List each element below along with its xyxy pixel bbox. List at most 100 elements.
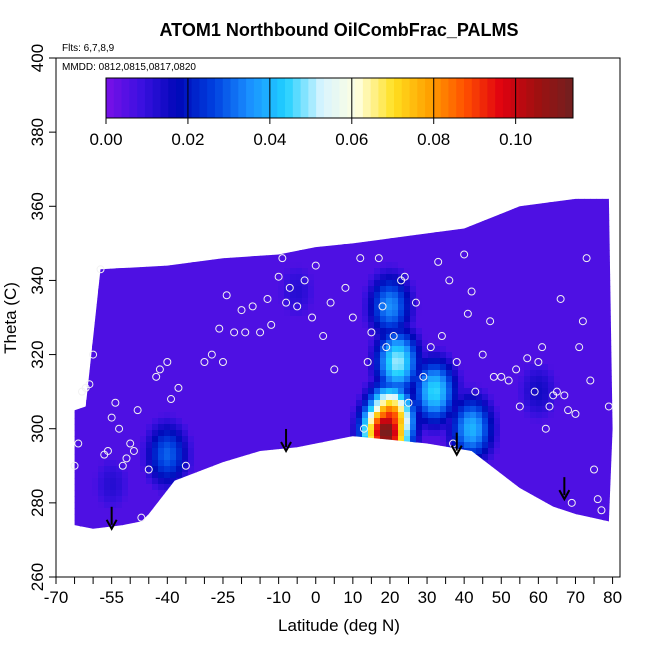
heatmap-cell	[68, 454, 75, 461]
heatmap-cell	[68, 544, 75, 551]
heatmap-cell	[332, 118, 339, 125]
heatmap-cell	[266, 442, 273, 449]
heatmap-cell	[146, 568, 153, 575]
heatmap-cell	[110, 466, 117, 473]
heatmap-cell	[122, 148, 129, 155]
heatmap-cell	[104, 214, 111, 221]
heatmap-cell	[338, 184, 345, 191]
heatmap-cell	[74, 328, 81, 335]
heatmap-cell	[98, 310, 105, 317]
heatmap-cell	[128, 508, 135, 515]
heatmap-cell	[290, 220, 297, 227]
heatmap-cell	[134, 250, 141, 257]
heatmap-cell	[110, 460, 117, 467]
heatmap-cell	[62, 310, 69, 317]
heatmap-cell	[92, 544, 99, 551]
heatmap-cell	[224, 526, 231, 529]
heatmap-cell	[350, 118, 357, 125]
heatmap-cell	[314, 472, 321, 479]
heatmap-cell	[164, 238, 171, 245]
heatmap-cell	[332, 280, 339, 287]
heatmap-cell	[116, 406, 123, 413]
heatmap-cell	[248, 154, 255, 161]
heatmap-cell	[230, 448, 237, 455]
heatmap-cell	[170, 370, 177, 377]
heatmap-cell	[368, 562, 375, 569]
heatmap-cell	[140, 562, 147, 569]
heatmap-cell	[248, 64, 255, 71]
heatmap-cell	[278, 298, 285, 305]
heatmap-cell	[134, 268, 141, 275]
heatmap-cell	[230, 394, 237, 401]
heatmap-cell	[296, 502, 303, 509]
heatmap-cell	[92, 412, 99, 419]
heatmap-cell	[224, 544, 231, 551]
heatmap-cell	[278, 394, 285, 401]
heatmap-cell	[260, 322, 267, 329]
heatmap-cell	[194, 502, 201, 509]
heatmap-cell	[380, 412, 387, 419]
heatmap-cell	[104, 394, 111, 401]
heatmap-cell	[164, 424, 171, 431]
heatmap-cell	[254, 244, 261, 251]
heatmap-cell	[302, 286, 309, 293]
heatmap-cell	[248, 316, 255, 323]
heatmap-cell	[170, 118, 177, 125]
heatmap-cell	[200, 358, 207, 365]
heatmap-cell	[392, 442, 399, 449]
heatmap-cell	[272, 202, 279, 209]
heatmap-cell	[350, 556, 357, 563]
heatmap-cell	[332, 274, 339, 281]
heatmap-cell	[146, 304, 153, 311]
heatmap-cell	[236, 298, 243, 305]
heatmap-cell	[254, 388, 261, 395]
heatmap-cell	[392, 124, 399, 131]
heatmap-cell	[158, 370, 165, 377]
heatmap-cell	[296, 316, 303, 323]
heatmap-cell	[68, 268, 75, 275]
heatmap-cell	[380, 256, 387, 263]
heatmap-cell	[338, 430, 345, 437]
heatmap-cell	[242, 502, 249, 509]
heatmap-cell	[164, 502, 171, 509]
heatmap-cell	[128, 424, 135, 431]
heatmap-cell	[128, 184, 135, 191]
heatmap-cell	[242, 232, 249, 239]
heatmap-cell	[146, 298, 153, 305]
heatmap-cell	[152, 550, 159, 557]
heatmap-cell	[278, 172, 285, 179]
heatmap-cell	[146, 454, 153, 461]
heatmap-cell	[272, 484, 279, 491]
heatmap-cell	[146, 286, 153, 293]
heatmap-cell	[392, 208, 399, 215]
heatmap-cell	[326, 124, 333, 131]
heatmap-cell	[362, 442, 369, 449]
heatmap-cell	[128, 550, 135, 557]
heatmap-cell	[158, 286, 165, 293]
heatmap-cell	[92, 160, 99, 167]
heatmap-cell	[302, 424, 309, 431]
heatmap-cell	[74, 220, 81, 227]
heatmap-cell	[200, 562, 207, 569]
heatmap-cell	[140, 346, 147, 353]
heatmap-cell	[206, 208, 213, 215]
heatmap-cell	[116, 442, 123, 449]
heatmap-cell	[350, 256, 357, 263]
heatmap-cell	[290, 298, 297, 305]
heatmap-cell	[152, 394, 159, 401]
heatmap-cell	[380, 352, 387, 359]
heatmap-cell	[290, 352, 297, 359]
heatmap-cell	[92, 226, 99, 233]
heatmap-cell	[302, 352, 309, 359]
heatmap-cell	[326, 316, 333, 323]
heatmap-cell	[386, 328, 393, 335]
heatmap-cell	[296, 520, 303, 527]
heatmap-cell	[170, 352, 177, 359]
heatmap-cell	[320, 442, 327, 449]
heatmap-cell	[176, 198, 183, 203]
heatmap-cell	[170, 460, 177, 467]
heatmap-cell	[200, 454, 207, 461]
heatmap-cell	[302, 130, 309, 137]
heatmap-cell	[152, 172, 159, 179]
heatmap-cell	[272, 502, 279, 509]
